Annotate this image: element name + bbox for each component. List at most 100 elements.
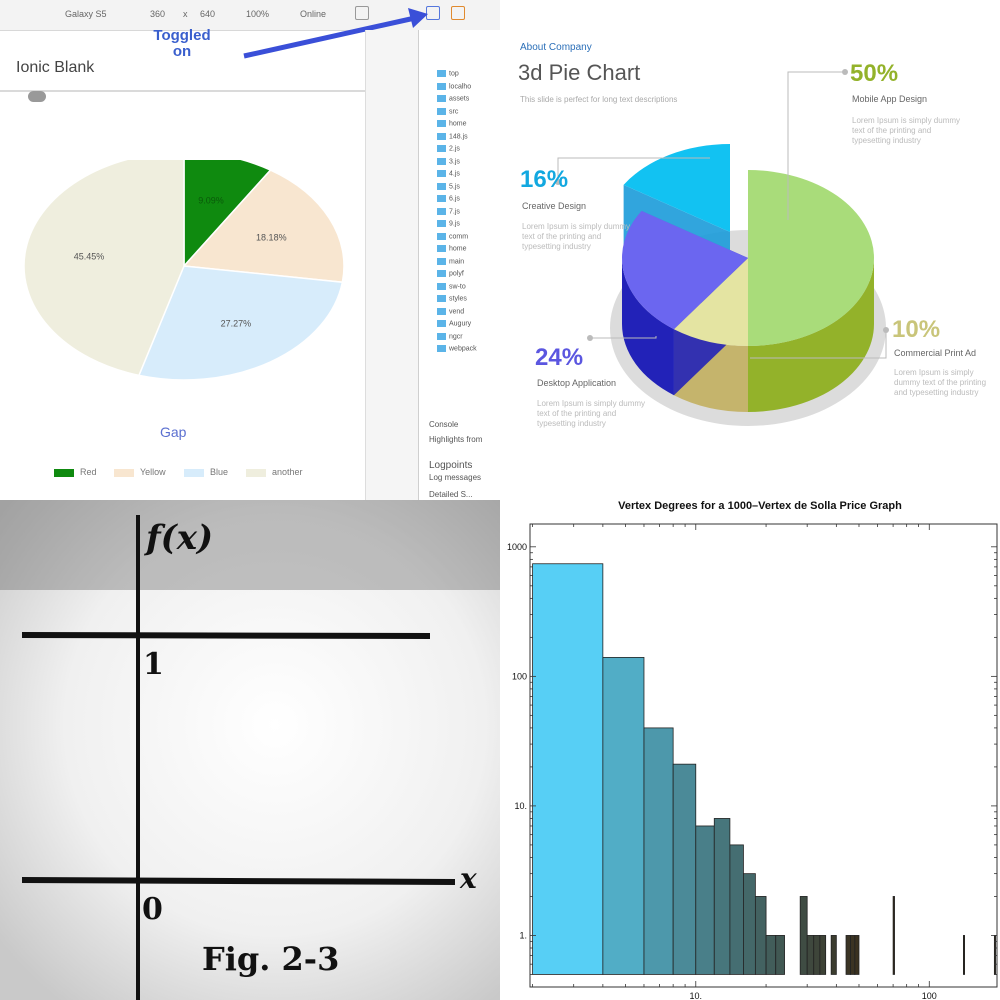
height-field[interactable]: 640 [200,9,216,19]
tree-item-label: localho [449,82,472,90]
callout-leader-0 [787,71,845,220]
histogram-bar [743,873,756,975]
function-line [21,632,431,639]
tree-item-label: 2.js [449,145,460,153]
network-select[interactable]: Online [300,9,327,19]
tree-item[interactable]: assets [437,95,469,105]
callout-value-desktop: 24% [535,344,584,371]
logpoints-title: Logpoints [429,460,473,471]
x-axis [21,877,456,885]
sources-panel: top localho assets src home 148.js 2.js 3.js 4.j… [418,30,500,500]
y-tick-label: 100 [512,671,527,681]
legend-swatch-another [246,469,266,477]
callout-dot [587,335,593,341]
histogram-bar [806,935,815,975]
pie-slice-label: 27.27% [221,319,252,329]
tree-item[interactable]: home [437,245,467,255]
step-function-graph [0,500,500,1000]
tree-item[interactable]: styles [437,295,467,305]
tree-item[interactable]: polyf [437,270,464,280]
pie-slice-yellow[interactable] [182,169,345,284]
callout-desc-mobile: Lorem Ipsum is simply dummy text of the … [852,116,961,145]
tree-item[interactable]: webpack [437,345,477,355]
slide-subtitle: This slide is perfect for long text desc… [520,95,678,104]
tree-item[interactable]: ngcr [437,332,463,343]
tree-item[interactable]: vend [437,307,464,318]
console-tab[interactable]: Console [429,420,459,429]
histogram-bar [775,935,785,975]
pie3d-side-2 [622,258,674,396]
slide-title: 3d Pie Chart [518,60,641,85]
tree-item[interactable]: 9.js [437,220,460,230]
pie3d-slice-0[interactable] [748,170,874,346]
pie3d-slice-1[interactable] [673,258,748,346]
device-mode-icon[interactable] [426,6,440,20]
toggled-annotation: Toggled on [142,28,222,60]
tree-item-label: 5.js [449,182,460,190]
histogram-chart: 10. 100 1. 10. 100 1000 [507,523,998,1000]
rotate-icon[interactable] [355,6,369,20]
function-graph-figure: f(x) x 1 0 Fig. 2-3 [0,500,500,1000]
tree-item-label: 6.js [449,195,460,203]
file-icon [437,157,446,165]
tree-item[interactable]: 2.js [437,145,460,155]
toggle-dot[interactable] [28,91,46,102]
pie3d-side-0 [748,258,874,412]
pie3d-slice-2[interactable] [622,210,748,330]
tree-item[interactable]: top [437,70,459,80]
tree-item[interactable]: 3.js [437,157,460,168]
legend-swatch-blue [184,469,204,477]
tree-item[interactable]: sw-to [437,282,466,293]
pie-chart: 9.09% 18.18% 27.27% 45.45% [23,160,345,381]
tree-item[interactable]: comm [437,232,468,243]
pie-slice-blue[interactable] [137,265,344,381]
callout-value-creative: 16% [520,166,569,193]
tree-item[interactable]: src [437,107,458,118]
tree-item[interactable]: 148.js [437,132,468,143]
pie-slice-label: 18.18% [256,233,287,243]
histogram-bar [765,935,777,975]
device-select[interactable]: Galaxy S5 [65,9,107,19]
pie-slice-another[interactable] [23,160,185,377]
tree-item[interactable]: 5.js [437,182,460,193]
width-field[interactable]: 360 [150,9,166,19]
histogram-bar [819,935,827,975]
tree-item[interactable]: localho [437,82,472,93]
pie3d-slice-3[interactable] [623,144,730,232]
tree-item[interactable]: 6.js [437,195,460,205]
tree-item-label: sw-to [449,282,466,290]
zoom-select[interactable]: 100% [246,9,270,19]
highlights-tab[interactable]: Highlights from [429,435,483,444]
pie-slice-red[interactable] [183,160,272,268]
tree-item[interactable]: main [437,257,464,268]
file-icon [437,82,446,90]
degree-histogram: Vertex Degrees for a 1000–Vertex de Soll… [500,500,1000,1000]
tree-item-label: top [449,70,459,78]
file-icon [437,145,446,152]
histogram-bar [892,896,895,975]
pie3d-chart [555,69,889,426]
devtools-screenshot: Galaxy S5 360 x 640 100% Online Ionic Bl… [0,0,500,500]
file-icon [437,307,446,315]
toggled-line-1: Toggled [153,27,211,44]
slide-kicker: About Company [520,42,592,53]
pie-slice-label: 45.45% [74,251,105,261]
tree-item[interactable]: 4.js [437,170,460,180]
histogram-bar [962,935,965,975]
tree-item[interactable]: home [437,120,467,130]
callout-desc-print: Lorem Ipsum is simply dummy text of the … [894,368,987,397]
pie-slice-label: 9.09% [198,195,224,205]
histogram-bar [850,935,856,975]
callout-name-desktop: Desktop Application [537,378,617,388]
detailed-label: Detailed S... [429,490,473,499]
dimension-separator: x [183,9,188,19]
inspect-icon[interactable] [451,6,465,20]
histogram-bar [713,818,731,975]
legend-label-another: another [272,467,303,477]
histogram-bar [643,727,674,975]
annotation-arrow [243,8,428,59]
tree-item[interactable]: 7.js [437,207,460,218]
histogram-bar [532,563,604,975]
y-axis-label: f(x) [146,518,214,558]
tree-item[interactable]: Augury [437,320,471,330]
